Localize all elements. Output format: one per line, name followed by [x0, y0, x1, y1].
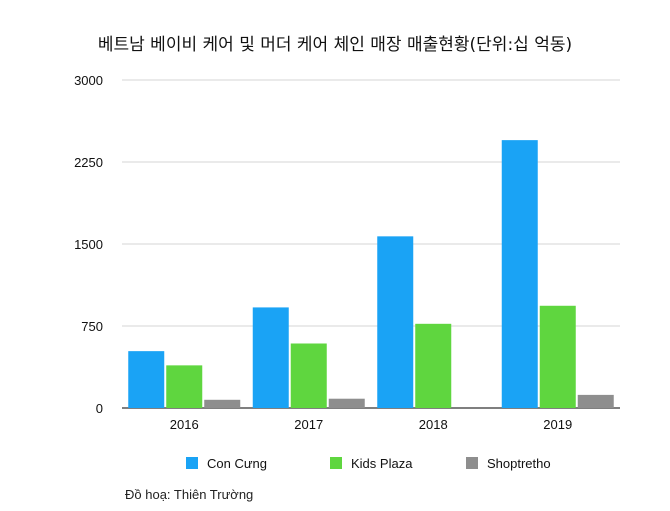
- bar-con-cưng-2018: [377, 236, 414, 408]
- x-tick-label: 2018: [419, 417, 448, 432]
- bar-shoptretho-2016: [204, 399, 241, 408]
- bar-kids-plaza-2016: [166, 365, 203, 408]
- legend-swatch: [330, 457, 342, 469]
- bar-kids-plaza-2018: [415, 323, 452, 408]
- legend-swatch: [186, 457, 198, 469]
- y-tick-label: 2250: [74, 155, 103, 170]
- y-tick-label: 1500: [74, 237, 103, 252]
- x-tick-label: 2019: [543, 417, 572, 432]
- legend: Con Cưng Kids Plaza Shoptretho: [186, 456, 551, 471]
- legend-label: Shoptretho: [487, 456, 551, 471]
- x-axis-ticks: 2016 2017 2018 2019: [170, 417, 572, 432]
- bar-con-cưng-2019: [501, 140, 538, 408]
- legend-label: Con Cưng: [207, 456, 267, 471]
- legend-swatch: [466, 457, 478, 469]
- x-tick-label: 2017: [294, 417, 323, 432]
- bar-shoptretho-2019: [577, 394, 614, 408]
- bar-kids-plaza-2017: [290, 343, 327, 408]
- graphic-credit: Đồ hoạ: Thiên Trường: [125, 487, 254, 502]
- bar-kids-plaza-2019: [539, 305, 576, 408]
- bars: [128, 140, 614, 408]
- legend-label: Kids Plaza: [351, 456, 413, 471]
- y-tick-label: 3000: [74, 73, 103, 88]
- bar-shoptretho-2017: [328, 398, 365, 408]
- x-tick-label: 2016: [170, 417, 199, 432]
- y-tick-label: 750: [81, 319, 103, 334]
- y-axis-ticks: 0 750 1500 2250 3000: [74, 73, 103, 416]
- bar-con-cưng-2017: [252, 307, 289, 408]
- bar-con-cưng-2016: [128, 351, 165, 408]
- y-tick-label: 0: [96, 401, 103, 416]
- chart-title: 베트남 베이비 케어 및 머더 케어 체인 매장 매출현황(단위:십 억동): [97, 35, 573, 55]
